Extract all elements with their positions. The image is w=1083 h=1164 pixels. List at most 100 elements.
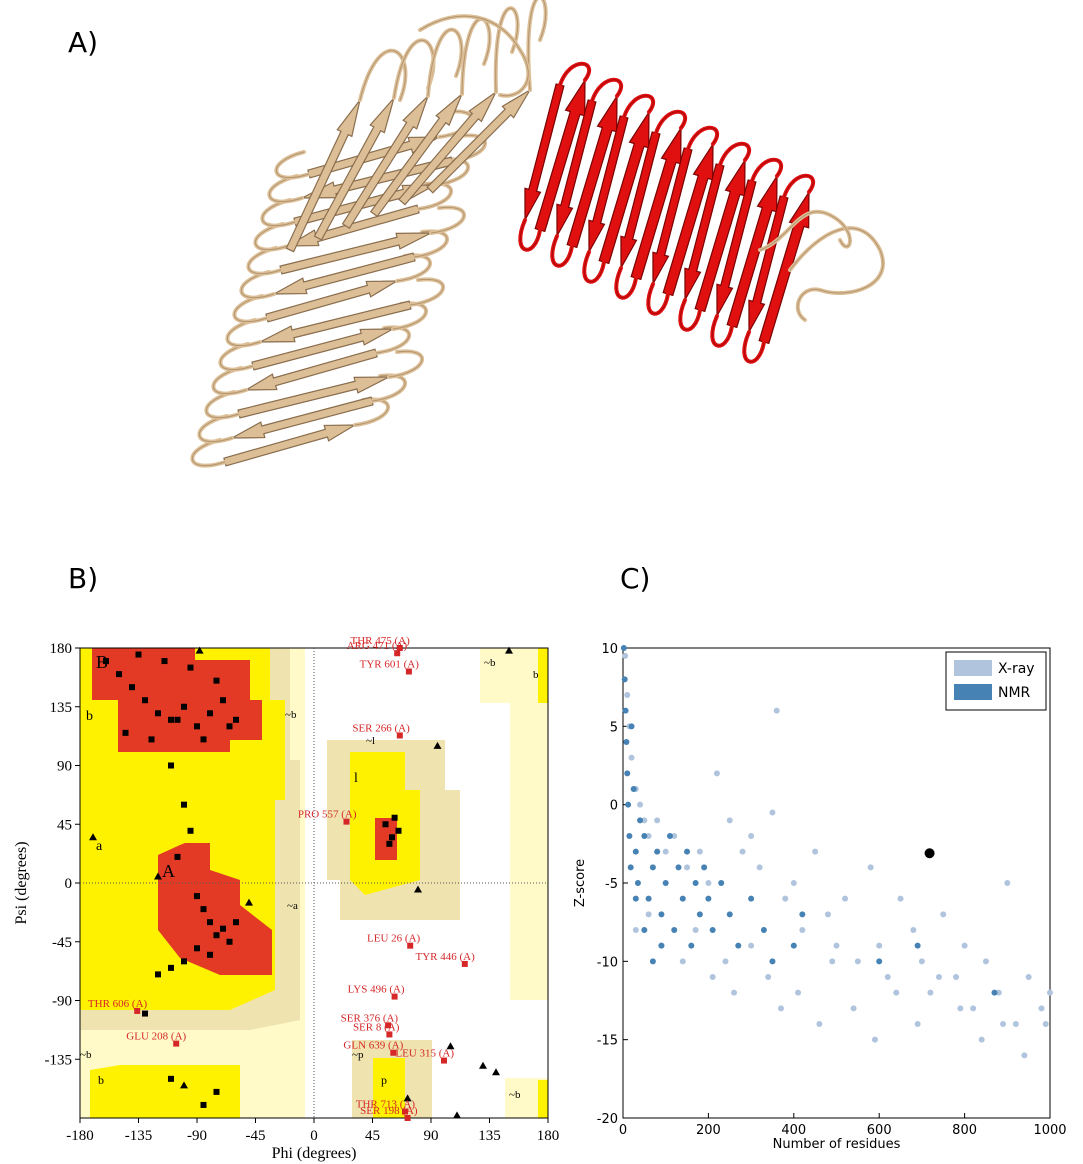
- y-tick-label: 0: [610, 799, 618, 814]
- beta-strand: [265, 280, 400, 323]
- x-tick-label: -180: [66, 1128, 94, 1144]
- y-tick-label: -5: [605, 877, 618, 892]
- glycine-point: [505, 646, 513, 654]
- x-tick-label: 800: [952, 1123, 977, 1138]
- coil-edge: [226, 319, 261, 347]
- beta-strand: [534, 77, 586, 233]
- coil: [782, 173, 816, 199]
- beta-strand: [748, 195, 789, 335]
- data-point: [658, 911, 665, 918]
- glycine-point: [154, 872, 162, 880]
- region-label: b: [98, 1073, 104, 1087]
- outlier-label: THR 713 (A): [356, 1098, 416, 1110]
- residue-point: [395, 827, 402, 834]
- data-point: [641, 833, 648, 839]
- outlier-point: [405, 668, 412, 675]
- x-tick-label: 180: [537, 1128, 560, 1144]
- outlier-point: [404, 1115, 411, 1121]
- data-point: [1025, 974, 1032, 980]
- ramachandran-regions: [79, 647, 549, 1119]
- residue-point: [181, 958, 187, 965]
- data-point: [641, 817, 648, 824]
- region-label: ~p: [352, 1049, 364, 1061]
- region-allowed: [373, 1058, 405, 1118]
- region-label: l: [354, 771, 358, 786]
- outlier-label: THR 475 (A): [351, 635, 411, 647]
- data-point: [671, 927, 678, 933]
- x-tick-label: 135: [478, 1128, 501, 1144]
- residue-point: [181, 703, 187, 710]
- residue-point: [200, 736, 207, 743]
- data-point: [662, 880, 669, 886]
- residue-point: [168, 964, 174, 971]
- region-label: b: [533, 669, 539, 681]
- outlier-label: ARG 471 (A): [347, 640, 408, 652]
- data-point: [645, 911, 652, 918]
- coil-edge: [275, 151, 310, 179]
- residue-point: [226, 723, 233, 730]
- beta-strand: [598, 109, 650, 265]
- coil-edge: [519, 219, 541, 251]
- data-point: [1004, 880, 1011, 886]
- data-point: [632, 848, 639, 855]
- data-point: [701, 864, 708, 871]
- region-label: ~a: [287, 900, 298, 912]
- beta-strand: [341, 95, 429, 229]
- data-point: [867, 864, 874, 871]
- y-tick-label: 0: [65, 876, 73, 892]
- residue-point: [174, 716, 181, 723]
- data-point: [756, 864, 763, 871]
- panel-label: B): [68, 562, 98, 595]
- data-point: [658, 942, 665, 949]
- data-point: [799, 911, 806, 918]
- beta-strand: [251, 328, 394, 371]
- data-point: [978, 1036, 985, 1043]
- residue-point: [194, 945, 200, 952]
- data-point: [624, 692, 631, 698]
- coil: [590, 77, 624, 103]
- data-point: [1047, 989, 1053, 996]
- legend-label: X-ray: [998, 661, 1035, 677]
- region-label: ~b: [509, 1089, 521, 1101]
- data-point: [812, 848, 819, 855]
- glycine-point: [403, 1094, 412, 1102]
- beta-strand: [273, 252, 416, 295]
- data-point: [1021, 1052, 1028, 1059]
- data-point: [970, 1005, 977, 1012]
- data-point: [632, 927, 639, 933]
- data-point: [705, 895, 712, 902]
- data-point: [654, 817, 661, 824]
- beta-strand: [620, 131, 661, 271]
- data-point: [679, 958, 686, 965]
- residue-point: [220, 925, 226, 932]
- residue-point: [200, 1101, 207, 1108]
- y-tick-label: -10: [597, 955, 618, 970]
- glycine-point: [195, 646, 204, 654]
- region-label: ~l: [366, 735, 375, 747]
- outlier-label: LEU 315 (A): [395, 1048, 454, 1060]
- y-axis-label: Psi (degrees): [13, 841, 30, 924]
- residue-point: [386, 840, 393, 847]
- data-point: [850, 1005, 857, 1012]
- residue-point: [233, 716, 239, 723]
- residue-point: [226, 938, 233, 945]
- outlier-point: [461, 960, 468, 967]
- data-point: [662, 848, 669, 855]
- data-point: [726, 911, 733, 918]
- coil-edge: [615, 267, 637, 299]
- data-point: [765, 974, 772, 980]
- y-tick-label: 45: [57, 817, 72, 833]
- outlier-point: [407, 942, 414, 949]
- region-label: p: [381, 1073, 387, 1087]
- data-point: [649, 864, 656, 871]
- residue-point: [382, 821, 389, 828]
- outlier-label: LEU 26 (A): [367, 933, 420, 945]
- region-allowed: [538, 648, 548, 703]
- y-tick-label: -135: [45, 1052, 73, 1068]
- beta-strand: [556, 99, 597, 239]
- residue-point: [103, 658, 109, 665]
- glycine-point: [245, 898, 253, 906]
- residue-point: [148, 736, 155, 743]
- data-point: [769, 809, 776, 816]
- residue-point: [220, 697, 226, 704]
